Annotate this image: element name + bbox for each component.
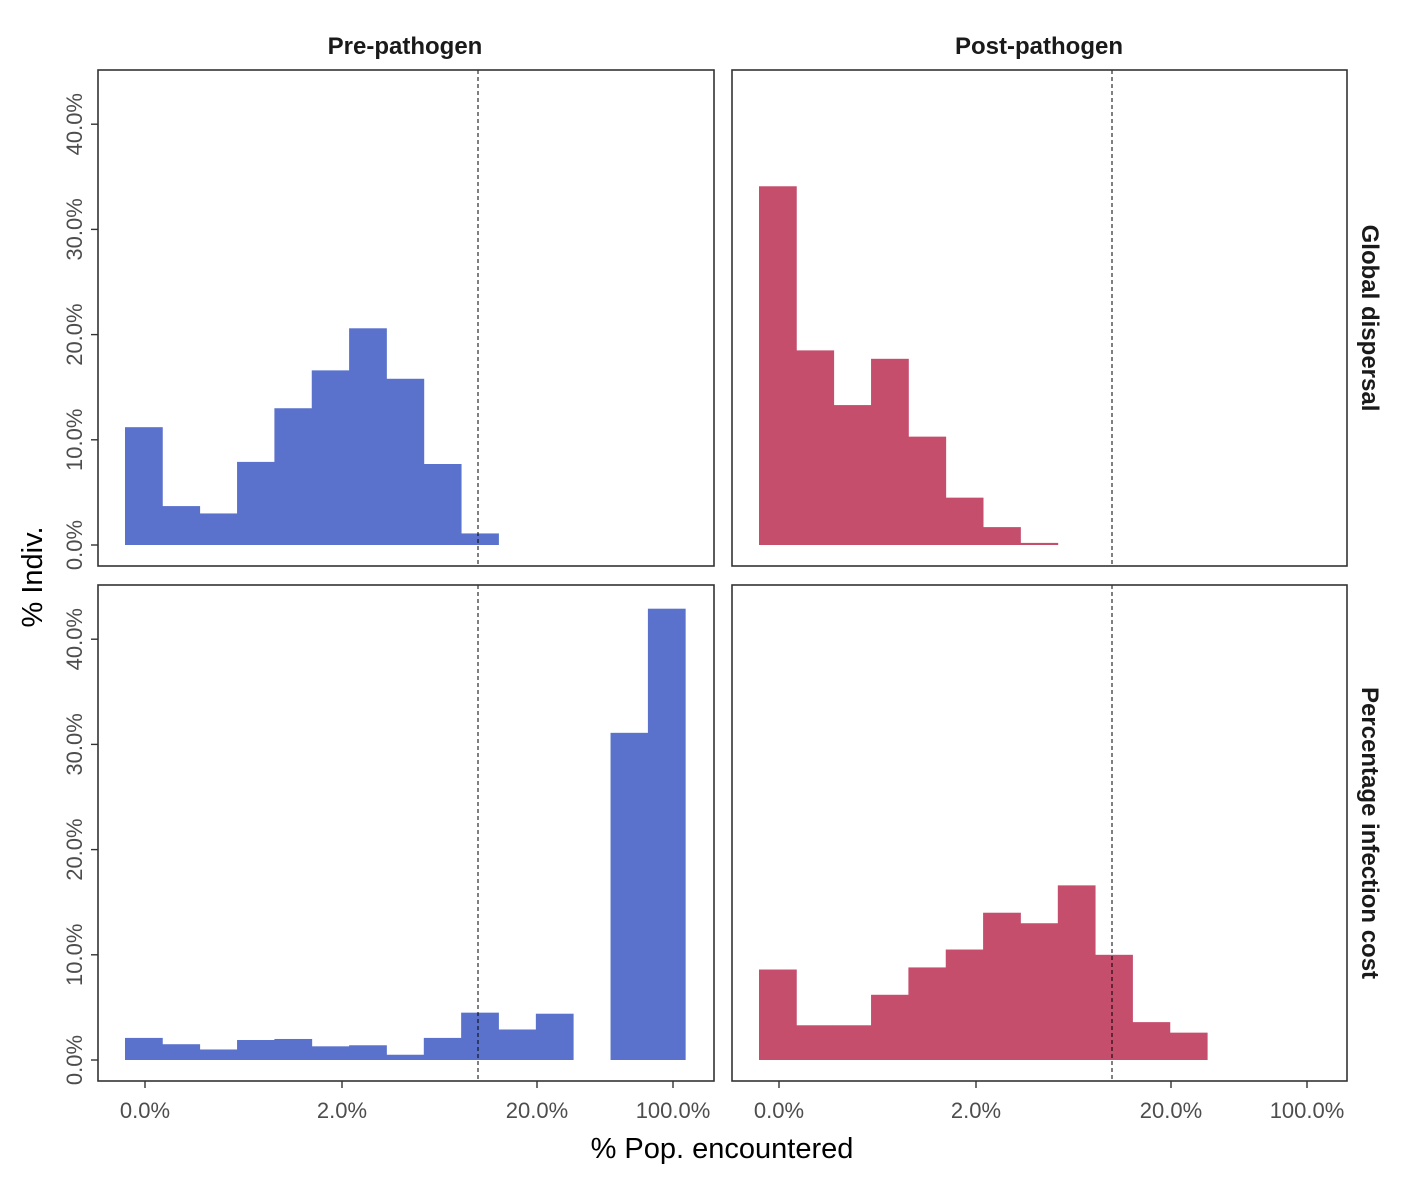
histogram-bar bbox=[647, 608, 686, 1060]
histogram-bar bbox=[796, 350, 835, 545]
x-tick-label: 0.0% bbox=[120, 1098, 170, 1123]
histogram-bar bbox=[461, 1012, 499, 1060]
histogram-bar bbox=[162, 506, 201, 545]
histogram-bar bbox=[945, 497, 984, 545]
x-tick-label: 20.0% bbox=[1140, 1098, 1202, 1123]
x-axis-title: % Pop. encountered bbox=[591, 1133, 854, 1165]
x-tick-label: 100.0% bbox=[636, 1098, 711, 1123]
histogram-bar bbox=[983, 527, 1021, 545]
x-tick-label: 2.0% bbox=[317, 1098, 367, 1123]
histogram-bar bbox=[833, 405, 872, 545]
y-tick-label: 40.0% bbox=[62, 93, 87, 155]
panels-layer: 0.0% 10.0% 20.0% 30.0% 40.0% 0.0% 10.0% 20.0% 30… bbox=[62, 69, 1348, 1123]
histogram-bar bbox=[125, 1037, 163, 1060]
histogram-bar bbox=[983, 912, 1021, 1060]
histogram-bar bbox=[759, 969, 797, 1060]
x-tick-label: 100.0% bbox=[1270, 1098, 1345, 1123]
histogram-bar bbox=[1020, 923, 1059, 1060]
histogram-bar bbox=[199, 513, 238, 545]
histogram-bar bbox=[461, 533, 499, 545]
histogram-bar bbox=[349, 1045, 387, 1060]
y-tick-label: 30.0% bbox=[62, 713, 87, 775]
y-tick-label: 0.0% bbox=[62, 520, 87, 570]
histogram-bar bbox=[1095, 954, 1133, 1060]
y-tick-label: 30.0% bbox=[62, 198, 87, 260]
histogram-bar bbox=[274, 1038, 313, 1060]
histogram-bar bbox=[908, 436, 947, 545]
histogram-bar bbox=[1132, 1022, 1171, 1060]
y-tick-label: 10.0% bbox=[62, 924, 87, 986]
histogram-bar bbox=[498, 1029, 537, 1060]
y-tick-label: 20.0% bbox=[62, 818, 87, 880]
histogram-bar bbox=[796, 1025, 835, 1060]
histogram-bar bbox=[759, 186, 797, 545]
histogram-bar bbox=[871, 994, 909, 1060]
histogram-bar bbox=[162, 1044, 201, 1060]
histogram-bar bbox=[386, 1054, 425, 1060]
panel-border bbox=[731, 69, 1348, 567]
x-tick-label: 0.0% bbox=[754, 1098, 804, 1123]
histogram-bar bbox=[1057, 885, 1096, 1060]
x-tick-label: 2.0% bbox=[951, 1098, 1001, 1123]
histogram-bar bbox=[610, 732, 649, 1060]
y-tick-label: 10.0% bbox=[62, 409, 87, 471]
histogram-bar bbox=[945, 949, 984, 1060]
panel-post-pathogen-global-dispersal bbox=[731, 69, 1348, 567]
panel-pre-pathogen-global-dispersal: 0.0% 10.0% 20.0% 30.0% 40.0% bbox=[62, 69, 715, 570]
histogram-bar bbox=[386, 378, 425, 545]
histogram-bar bbox=[311, 1046, 350, 1060]
x-tick-label: 20.0% bbox=[506, 1098, 568, 1123]
y-axis-title: % Indiv. bbox=[17, 526, 49, 627]
histogram-bar bbox=[423, 1037, 462, 1060]
histogram-bar bbox=[349, 328, 387, 545]
row-strip-percentage-infection-cost: Percentage infection cost bbox=[1356, 687, 1383, 979]
row-strip-global-dispersal: Global dispersal bbox=[1356, 225, 1383, 412]
histogram-bar bbox=[237, 1040, 275, 1060]
panel-border bbox=[97, 584, 715, 1082]
y-tick-label: 40.0% bbox=[62, 608, 87, 670]
histogram-bar bbox=[908, 967, 947, 1060]
y-tick-label: 0.0% bbox=[62, 1035, 87, 1085]
histogram-bar bbox=[274, 408, 313, 545]
histogram-bar bbox=[535, 1013, 574, 1060]
histogram-bar bbox=[833, 1025, 872, 1060]
panel-pre-pathogen-percentage-infection-cost: 0.0% 10.0% 20.0% 30.0% 40.0% 0.0% 2.0% 20.0% 100… bbox=[62, 584, 715, 1123]
histogram-bar bbox=[311, 370, 350, 545]
y-tick-label: 20.0% bbox=[62, 303, 87, 365]
histogram-bar bbox=[199, 1049, 238, 1060]
panel-post-pathogen-percentage-infection-cost: 0.0% 2.0% 20.0% 100.0% bbox=[731, 584, 1348, 1123]
panel-border bbox=[731, 584, 1348, 1082]
histogram-bar bbox=[125, 427, 163, 545]
histogram-bar bbox=[237, 461, 275, 545]
histogram-bar bbox=[1020, 542, 1059, 545]
column-strip-post-pathogen: Post-pathogen bbox=[955, 33, 1123, 60]
histogram-bar bbox=[423, 464, 462, 545]
panel-border bbox=[97, 69, 715, 567]
column-strip-pre-pathogen: Pre-pathogen bbox=[328, 33, 483, 60]
histogram-bar bbox=[871, 358, 909, 545]
histogram-bar bbox=[1169, 1032, 1208, 1060]
